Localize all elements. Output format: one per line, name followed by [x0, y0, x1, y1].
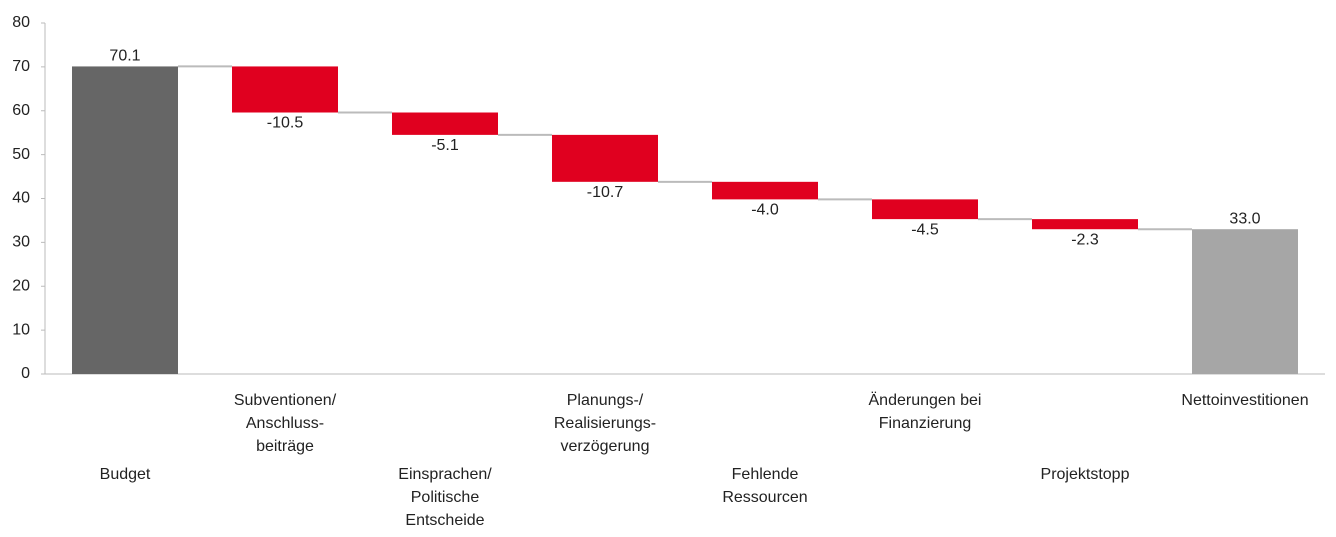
data-label: -10.7 [587, 184, 624, 201]
data-label: -4.5 [911, 221, 939, 238]
x-tick-label: verzögerung [561, 438, 650, 455]
bar [552, 134, 658, 182]
y-tick-label: 0 [21, 365, 30, 382]
y-tick-label: 30 [12, 234, 30, 251]
x-tick-label: Einsprachen/ [398, 466, 492, 483]
x-tick-label: Anschluss- [246, 415, 324, 432]
x-tick-label: Fehlende [732, 466, 799, 483]
y-tick-label: 50 [12, 146, 30, 163]
bar [392, 112, 498, 135]
y-tick-label: 60 [12, 102, 30, 119]
data-label: 70.1 [109, 48, 140, 65]
data-label: -2.3 [1071, 231, 1099, 248]
x-tick-label: Ressourcen [722, 489, 807, 506]
bar [232, 66, 338, 113]
x-tick-label: Planungs-/ [567, 392, 644, 409]
y-tick-label: 80 [12, 14, 30, 31]
x-tick-label: Budget [100, 466, 151, 483]
bar [1032, 219, 1138, 230]
bar [872, 199, 978, 220]
data-label: 33.0 [1229, 210, 1260, 227]
y-tick-label: 40 [12, 190, 30, 207]
y-tick-label: 10 [12, 321, 30, 338]
data-label: -5.1 [431, 137, 459, 154]
x-tick-label: Politische [411, 489, 480, 506]
y-tick-label: 20 [12, 277, 30, 294]
bar [72, 66, 178, 374]
data-label: -10.5 [267, 115, 304, 132]
x-tick-label: Projektstopp [1041, 466, 1130, 483]
bar [712, 181, 818, 200]
data-label: -4.0 [751, 202, 779, 219]
bar [1192, 229, 1298, 374]
x-tick-label: Finanzierung [879, 415, 972, 432]
x-tick-label: beiträge [256, 438, 314, 455]
x-tick-label: Änderungen bei [869, 391, 982, 409]
x-tick-label: Realisierungs- [554, 415, 656, 432]
x-tick-label: Nettoinvestitionen [1181, 392, 1308, 409]
x-tick-label: Entscheide [405, 512, 484, 529]
x-tick-label: Subventionen/ [234, 392, 337, 409]
y-tick-label: 70 [12, 58, 30, 75]
